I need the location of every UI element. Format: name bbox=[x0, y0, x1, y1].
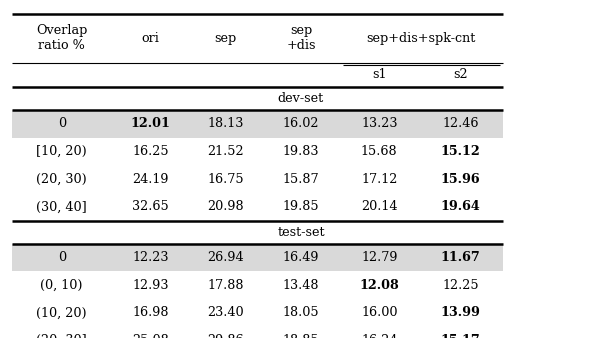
Text: test-set: test-set bbox=[277, 226, 325, 239]
Text: ori: ori bbox=[141, 31, 160, 45]
Text: (20, 30]: (20, 30] bbox=[36, 334, 87, 338]
Text: 16.49: 16.49 bbox=[283, 251, 319, 264]
Text: 12.93: 12.93 bbox=[132, 279, 169, 292]
Text: Overlap
ratio %: Overlap ratio % bbox=[36, 24, 87, 52]
Bar bbox=[12, 244, 503, 271]
Text: (30, 40]: (30, 40] bbox=[36, 200, 87, 213]
Text: sep
+dis: sep +dis bbox=[286, 24, 316, 52]
Text: 12.23: 12.23 bbox=[132, 251, 169, 264]
Text: s2: s2 bbox=[453, 68, 468, 81]
Text: 15.12: 15.12 bbox=[441, 145, 480, 158]
Text: 15.87: 15.87 bbox=[283, 173, 319, 186]
Text: 25.08: 25.08 bbox=[132, 334, 169, 338]
Text: 15.17: 15.17 bbox=[441, 334, 480, 338]
Text: 21.52: 21.52 bbox=[208, 145, 244, 158]
Text: 12.01: 12.01 bbox=[131, 117, 170, 130]
Text: dev-set: dev-set bbox=[278, 92, 324, 105]
Text: 12.08: 12.08 bbox=[359, 279, 399, 292]
Text: 19.64: 19.64 bbox=[441, 200, 480, 213]
Text: (10, 20): (10, 20) bbox=[36, 307, 87, 319]
Text: 16.98: 16.98 bbox=[132, 307, 169, 319]
Text: 0: 0 bbox=[58, 251, 66, 264]
Text: 15.68: 15.68 bbox=[361, 145, 397, 158]
Text: 12.46: 12.46 bbox=[442, 117, 479, 130]
Text: 18.85: 18.85 bbox=[283, 334, 319, 338]
Text: sep+dis+spk-cnt: sep+dis+spk-cnt bbox=[367, 31, 476, 45]
Text: 32.65: 32.65 bbox=[132, 200, 169, 213]
Text: 15.96: 15.96 bbox=[441, 173, 480, 186]
Text: 17.12: 17.12 bbox=[361, 173, 397, 186]
Text: 13.99: 13.99 bbox=[441, 307, 480, 319]
Text: 29.86: 29.86 bbox=[208, 334, 244, 338]
Text: 13.23: 13.23 bbox=[361, 117, 397, 130]
Text: 26.94: 26.94 bbox=[208, 251, 244, 264]
Text: 24.19: 24.19 bbox=[132, 173, 169, 186]
Text: 18.05: 18.05 bbox=[283, 307, 319, 319]
Text: 20.98: 20.98 bbox=[208, 200, 244, 213]
Text: 16.02: 16.02 bbox=[283, 117, 319, 130]
Text: 16.25: 16.25 bbox=[132, 145, 169, 158]
Text: [10, 20): [10, 20) bbox=[36, 145, 87, 158]
Text: 12.25: 12.25 bbox=[442, 279, 479, 292]
Text: 12.79: 12.79 bbox=[361, 251, 397, 264]
Text: 16.00: 16.00 bbox=[361, 307, 397, 319]
Text: (0, 10): (0, 10) bbox=[40, 279, 83, 292]
Text: 17.88: 17.88 bbox=[208, 279, 244, 292]
Text: (20, 30): (20, 30) bbox=[36, 173, 87, 186]
Text: 16.75: 16.75 bbox=[208, 173, 244, 186]
Text: 16.24: 16.24 bbox=[361, 334, 397, 338]
Text: 23.40: 23.40 bbox=[208, 307, 244, 319]
Text: 0: 0 bbox=[58, 117, 66, 130]
Text: 19.85: 19.85 bbox=[283, 200, 319, 213]
Text: 18.13: 18.13 bbox=[208, 117, 244, 130]
Text: 13.48: 13.48 bbox=[283, 279, 319, 292]
Text: 19.83: 19.83 bbox=[283, 145, 319, 158]
Text: 11.67: 11.67 bbox=[441, 251, 480, 264]
Text: 20.14: 20.14 bbox=[361, 200, 397, 213]
Bar bbox=[12, 110, 503, 138]
Text: s1: s1 bbox=[372, 68, 386, 81]
Text: sep: sep bbox=[215, 31, 237, 45]
